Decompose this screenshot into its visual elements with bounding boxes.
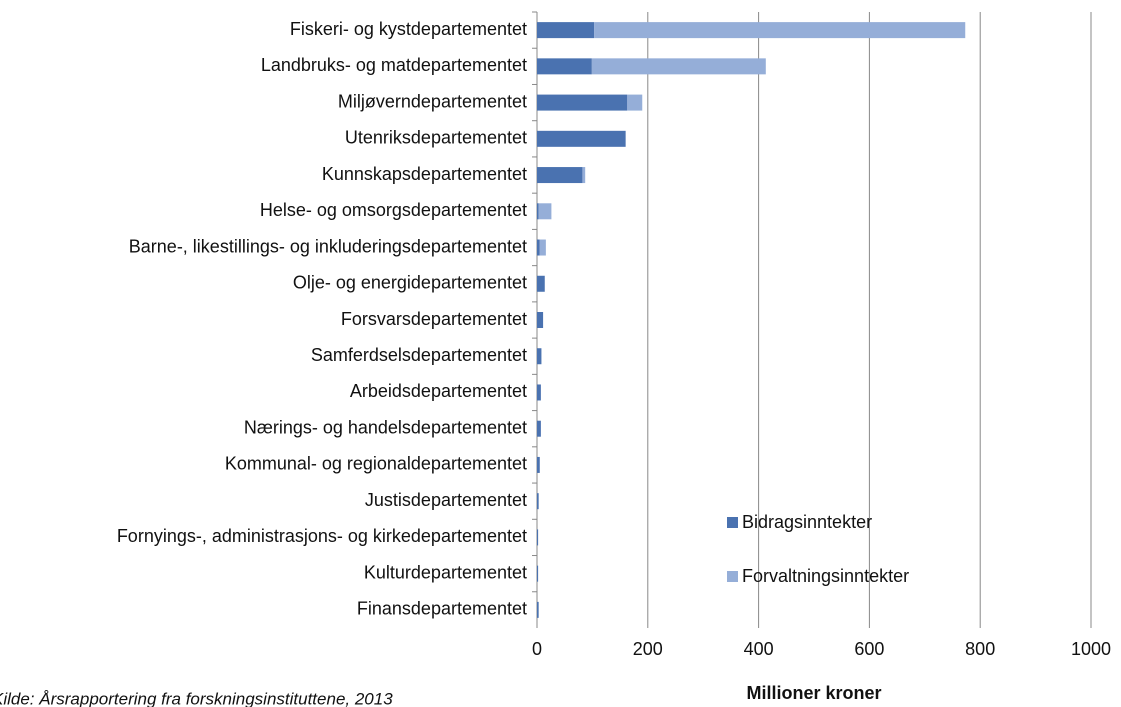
- legend-label: Forvaltningsinntekter: [742, 566, 909, 586]
- legend-swatch: [727, 571, 738, 582]
- bar-segment: [591, 58, 766, 75]
- y-tick-label: Helse- og omsorgsdepartementet: [260, 200, 527, 220]
- bar-segment: [538, 203, 552, 220]
- y-tick-label: Kommunal- og regionaldepartementet: [225, 454, 527, 474]
- y-tick-label: Kunnskapsdepartementet: [322, 164, 527, 184]
- bar-segment: [537, 420, 541, 437]
- y-tick-label: Fornyings-, administrasjons- og kirkedep…: [117, 526, 527, 546]
- bar-segment: [582, 167, 586, 184]
- y-tick-label: Utenriksdepartementet: [345, 128, 527, 148]
- bar-segment: [537, 239, 540, 256]
- y-tick-label: Samferdselsdepartementet: [311, 345, 527, 365]
- y-tick-label: Fiskeri- og kystdepartementet: [290, 19, 527, 39]
- x-tick-label: 1000: [1071, 639, 1111, 659]
- y-tick-label: Kulturdepartementet: [364, 562, 527, 582]
- bar-segment: [537, 601, 539, 618]
- bar-segment: [537, 348, 542, 365]
- y-tick-label: Miljøverndepartementet: [338, 91, 527, 111]
- y-tick-label: Nærings- og handelsdepartementet: [244, 417, 527, 437]
- x-tick-label: 200: [633, 639, 663, 659]
- bar-segment: [537, 203, 539, 220]
- bar-segment: [537, 275, 545, 292]
- y-tick-label: Forsvarsdepartementet: [341, 309, 527, 329]
- bar-segment: [537, 130, 626, 147]
- x-tick-label: 600: [854, 639, 884, 659]
- bar-segment: [537, 529, 539, 546]
- bar-segment: [537, 565, 539, 582]
- y-tick-label: Arbeidsdepartementet: [350, 381, 527, 401]
- bar-segment: [627, 94, 643, 111]
- y-tick-label: Olje- og energidepartementet: [293, 273, 527, 293]
- source-note: Kilde: Årsrapportering fra forskningsins…: [0, 689, 393, 707]
- x-tick-label: 0: [532, 639, 542, 659]
- bar-segment: [537, 58, 592, 75]
- bar-segment: [537, 312, 544, 328]
- legend-swatch: [727, 517, 738, 528]
- bar-segment: [594, 22, 966, 39]
- legend-label: Bidragsinntekter: [742, 512, 872, 532]
- y-tick-label: Finansdepartementet: [357, 599, 527, 619]
- bar-segment: [537, 22, 595, 39]
- bar-segment: [537, 167, 583, 184]
- bar-segment: [537, 94, 628, 111]
- x-tick-label: 800: [965, 639, 995, 659]
- x-tick-label: 400: [744, 639, 774, 659]
- bar-segment: [537, 456, 540, 473]
- x-axis-title: Millioner kroner: [746, 683, 881, 703]
- bar-segment: [537, 493, 539, 510]
- y-tick-label: Landbruks- og matdepartementet: [261, 55, 527, 75]
- bar-segment: [537, 384, 541, 401]
- y-tick-label: Justisdepartementet: [365, 490, 527, 510]
- bar-segment: [539, 239, 546, 256]
- y-tick-label: Barne-, likestillings- og inkluderingsde…: [129, 236, 527, 256]
